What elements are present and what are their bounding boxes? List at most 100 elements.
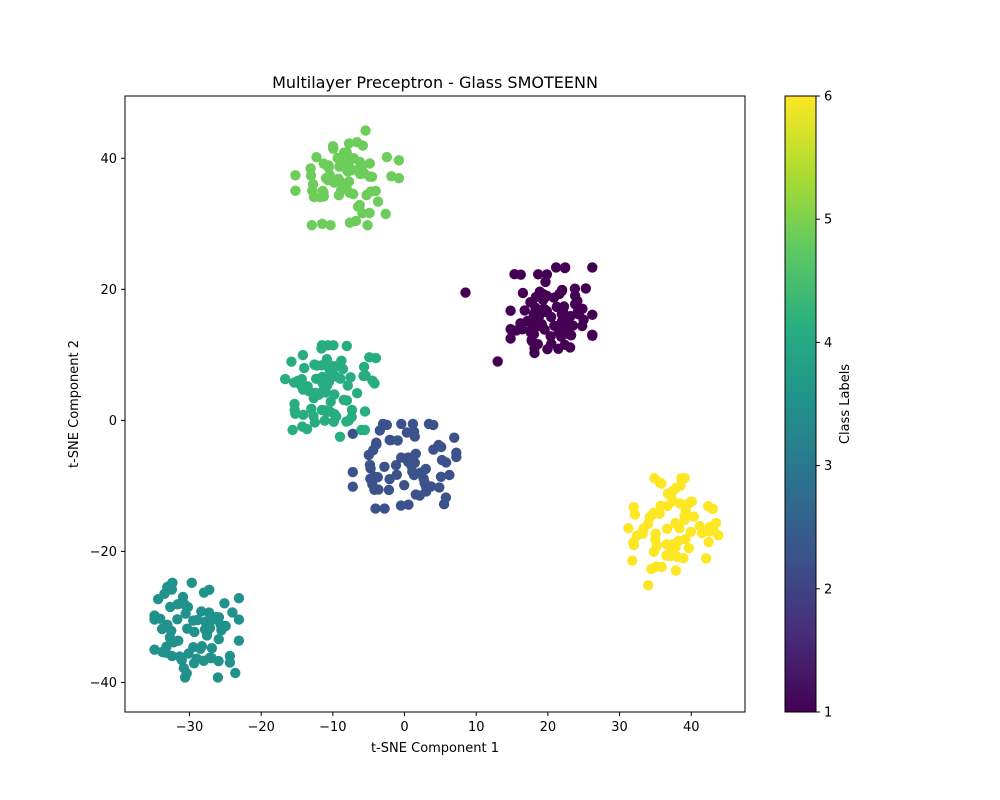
data-point-class-2 [347,428,358,439]
data-point-class-4 [345,372,356,383]
data-point-class-2 [392,435,403,446]
data-point-class-1 [550,262,562,273]
data-point-class-4 [335,373,346,384]
data-point-class-1 [519,305,530,316]
data-point-class-4 [358,361,370,373]
data-point-class-5 [362,220,373,231]
data-point-class-5 [307,185,318,196]
data-point-class-6 [674,523,685,534]
data-point-class-3 [152,594,164,605]
data-point-class-2 [347,481,358,492]
colorbar-label: Class Labels [838,364,853,444]
data-point-class-1 [528,329,540,340]
data-point-class-3 [212,672,224,683]
data-point-class-3 [219,598,230,609]
data-point-class-2 [368,445,379,456]
data-point-class-5 [366,171,378,182]
data-point-class-4 [325,396,336,407]
data-point-class-3 [179,599,190,610]
colorbar-tick-label: 1 [824,706,832,721]
data-point-class-2 [451,451,462,463]
data-point-class-6 [696,527,708,539]
data-point-class-2 [390,460,402,471]
data-point-class-3 [149,644,160,655]
data-point-class-5 [341,182,352,193]
data-point-class-2 [391,469,402,480]
colorbar-tick-label: 2 [824,582,832,597]
data-point-class-2 [444,469,455,481]
data-point-class-2 [372,472,383,483]
data-point-class-4 [321,354,333,365]
data-point-class-4 [299,362,310,374]
data-point-class-3 [179,672,191,683]
data-point-class-6 [703,537,714,548]
data-point-class-4 [297,421,308,432]
data-point-class-1 [545,311,557,323]
data-point-class-1 [556,285,567,297]
data-point-class-6 [666,547,677,558]
data-point-class-2 [379,503,390,514]
data-point-class-6 [683,543,695,554]
data-point-class-5 [311,152,322,163]
data-point-class-1 [545,331,556,342]
scatter-points [149,125,724,683]
data-point-class-5 [327,141,339,152]
x-tick-label: 30 [611,720,628,735]
data-point-class-3 [201,630,213,641]
data-point-class-6 [688,511,700,522]
data-point-class-6 [713,530,724,541]
data-point-class-3 [176,654,187,666]
data-point-class-2 [434,482,445,493]
data-point-class-2 [407,466,418,477]
data-point-class-1 [529,343,540,354]
data-point-class-6 [704,521,716,533]
data-point-class-4 [298,409,309,420]
data-point-class-4 [359,424,371,436]
data-point-class-6 [707,503,718,515]
data-point-class-4 [287,424,298,436]
data-point-class-5 [305,170,317,181]
data-point-class-3 [195,643,206,654]
data-point-class-2 [440,492,452,503]
x-tick-label: −20 [247,720,274,735]
data-point-class-3 [166,584,178,595]
data-point-class-4 [319,415,330,426]
data-point-class-5 [351,137,363,148]
y-axis-ticks: −40 −20 0 20 40 [90,152,125,691]
data-point-class-1 [509,269,520,280]
data-point-class-5 [372,196,384,207]
data-point-class-3 [182,623,193,634]
x-axis-label: t-SNE Component 1 [371,741,499,756]
chart-title: Multilayer Preceptron - Glass SMOTEENN [272,73,598,92]
data-point-class-1 [492,356,503,367]
data-point-class-2 [395,500,407,511]
data-point-class-6 [679,510,690,522]
data-point-class-2 [381,419,392,431]
data-point-class-3 [186,577,197,588]
data-point-class-2 [383,484,395,496]
data-point-class-2 [367,479,378,490]
data-point-class-3 [230,667,241,679]
data-point-class-5 [290,185,301,196]
data-point-class-3 [161,641,172,652]
data-point-class-4 [309,359,320,370]
data-point-class-1 [505,305,516,316]
data-point-class-2 [399,480,410,491]
data-point-class-5 [364,158,375,169]
data-point-class-5 [332,152,343,164]
data-point-class-5 [306,220,317,231]
data-point-class-2 [396,418,407,430]
data-point-class-6 [629,509,641,520]
data-point-class-2 [396,452,407,463]
x-tick-label: −10 [319,720,346,735]
data-point-class-5 [393,173,405,184]
data-point-class-1 [587,330,598,341]
y-tick-label: 0 [109,414,117,429]
data-point-class-4 [289,404,300,416]
data-point-class-2 [408,426,420,437]
data-point-class-5 [325,220,336,231]
data-point-class-4 [346,411,357,423]
data-point-class-2 [440,457,452,468]
data-point-class-4 [342,380,353,391]
data-point-class-5 [381,151,393,163]
